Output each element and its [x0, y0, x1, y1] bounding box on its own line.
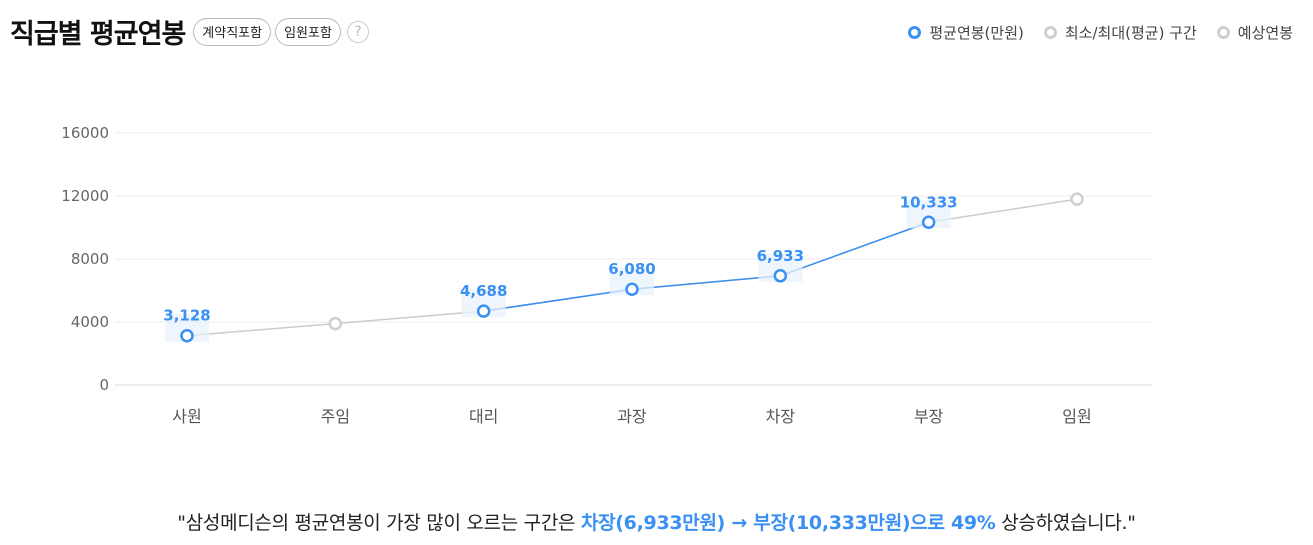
- salary-line-chart: 0 4000 8000 12000 16000 사원 주임 대리 과장 차장 부장 임원 3,128 4,…: [61, 124, 1152, 426]
- y-tick-label: 8000: [71, 250, 109, 268]
- average-salary-point: [476, 304, 491, 318]
- x-tick-label: 주임: [321, 407, 350, 426]
- legend-marker-blue-icon: [908, 26, 922, 39]
- data-label: 10,333: [900, 193, 958, 211]
- y-tick-label: 12000: [61, 187, 109, 205]
- x-tick-label: 임원: [1062, 407, 1091, 426]
- legend-item-expected-salary[interactable]: 예상연봉: [1216, 22, 1293, 43]
- summary-text: "삼성메디슨의 평균연봉이 가장 많이 오르는 구간은 차장(6,933만원) …: [0, 508, 1313, 535]
- data-label: 6,933: [757, 247, 804, 265]
- chart-legend: 평균연봉(만원) 최소/최대(평균) 구간 예상연봉: [888, 22, 1293, 43]
- average-salary-line: [483, 221, 929, 312]
- average-salary-point: [921, 215, 936, 230]
- legend-marker-gray-icon: [1216, 26, 1230, 39]
- legend-label: 예상연봉: [1237, 24, 1293, 42]
- legend-label: 평균연봉(만원): [929, 24, 1024, 42]
- chart-title: 직급별 평균연봉: [10, 19, 186, 50]
- x-tick-label: 부장: [914, 407, 944, 426]
- x-tick-label: 차장: [766, 407, 796, 426]
- summary-highlight: 차장(6,933만원) → 부장(10,333만원)으로 49%: [580, 512, 996, 534]
- data-label: 4,688: [460, 282, 507, 300]
- chart-header: 직급별 평균연봉 계약직포함 임원포함 ?: [10, 12, 369, 51]
- legend-label: 최소/최대(평균) 구간: [1064, 24, 1197, 42]
- legend-item-min-max-range[interactable]: 최소/최대(평균) 구간: [1043, 22, 1197, 43]
- x-tick-label: 사원: [172, 407, 201, 426]
- summary-suffix: 상승하였습니다.": [995, 512, 1136, 534]
- contract-include-toggle[interactable]: 계약직포함: [193, 17, 272, 46]
- average-salary-point: [773, 269, 788, 283]
- expected-salary-point: [1070, 192, 1084, 206]
- help-icon[interactable]: ?: [346, 20, 369, 43]
- legend-marker-gray-icon: [1043, 26, 1057, 39]
- data-label: 6,080: [608, 260, 655, 278]
- data-label: 3,128: [163, 307, 210, 325]
- legend-item-average-salary[interactable]: 평균연봉(만원): [908, 22, 1024, 43]
- x-tick-label: 과장: [617, 407, 647, 426]
- y-tick-label: 4000: [71, 313, 109, 331]
- executive-include-toggle[interactable]: 임원포함: [275, 17, 341, 46]
- summary-prefix: "삼성메디슨의 평균연봉이 가장 많이 오르는 구간은: [177, 512, 581, 534]
- x-tick-label: 대리: [469, 407, 498, 426]
- y-tick-label: 16000: [61, 124, 109, 142]
- average-salary-point: [180, 328, 194, 343]
- expected-salary-point: [328, 316, 343, 331]
- average-salary-point: [625, 282, 639, 296]
- y-tick-label: 0: [99, 376, 109, 394]
